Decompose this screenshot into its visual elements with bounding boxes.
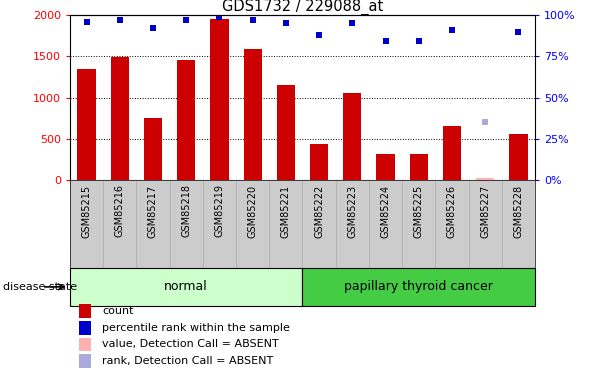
Bar	[244, 49, 262, 180]
Bar	[79, 321, 91, 335]
Text: disease state: disease state	[3, 282, 77, 292]
Point	[181, 17, 191, 23]
Bar	[376, 154, 395, 180]
Text: GSM85221: GSM85221	[281, 184, 291, 237]
Bar	[79, 304, 91, 318]
Point	[81, 19, 91, 25]
Text: GSM85223: GSM85223	[347, 184, 358, 237]
Bar	[79, 338, 91, 351]
Text: GSM85220: GSM85220	[247, 184, 258, 237]
Point	[480, 119, 490, 125]
Text: GSM85217: GSM85217	[148, 184, 158, 237]
Text: GSM85228: GSM85228	[513, 184, 523, 237]
Point	[447, 27, 457, 33]
FancyBboxPatch shape	[70, 268, 302, 306]
Text: normal: normal	[164, 280, 208, 293]
Text: count: count	[103, 306, 134, 316]
Text: GSM85226: GSM85226	[447, 184, 457, 237]
Bar	[443, 126, 461, 180]
Bar	[510, 134, 528, 180]
Point	[381, 38, 390, 44]
Text: GSM85227: GSM85227	[480, 184, 490, 238]
Point	[347, 20, 357, 26]
Bar	[77, 69, 95, 180]
Text: GSM85222: GSM85222	[314, 184, 324, 238]
Bar	[111, 57, 129, 180]
Text: papillary thyroid cancer: papillary thyroid cancer	[344, 280, 493, 293]
Text: GSM85215: GSM85215	[81, 184, 92, 237]
Bar	[310, 144, 328, 180]
FancyBboxPatch shape	[302, 268, 535, 306]
Text: percentile rank within the sample: percentile rank within the sample	[103, 323, 291, 333]
Bar	[476, 177, 494, 180]
Point	[248, 17, 258, 23]
Point	[115, 17, 125, 23]
Point	[414, 38, 424, 44]
Bar	[79, 354, 91, 368]
Text: GSM85218: GSM85218	[181, 184, 191, 237]
Bar	[210, 19, 229, 180]
Point	[215, 13, 224, 20]
Point	[281, 20, 291, 26]
Bar	[177, 60, 195, 180]
Title: GDS1732 / 229088_at: GDS1732 / 229088_at	[222, 0, 383, 15]
Point	[514, 28, 523, 34]
Text: GSM85216: GSM85216	[115, 184, 125, 237]
Point	[314, 32, 324, 38]
Bar	[277, 85, 295, 180]
Text: GSM85219: GSM85219	[215, 184, 224, 237]
Bar	[144, 118, 162, 180]
Text: value, Detection Call = ABSENT: value, Detection Call = ABSENT	[103, 339, 279, 350]
Text: rank, Detection Call = ABSENT: rank, Detection Call = ABSENT	[103, 356, 274, 366]
Text: GSM85225: GSM85225	[414, 184, 424, 238]
Text: GSM85224: GSM85224	[381, 184, 390, 237]
Bar	[410, 154, 428, 180]
Point	[148, 25, 158, 31]
Bar	[343, 93, 361, 180]
